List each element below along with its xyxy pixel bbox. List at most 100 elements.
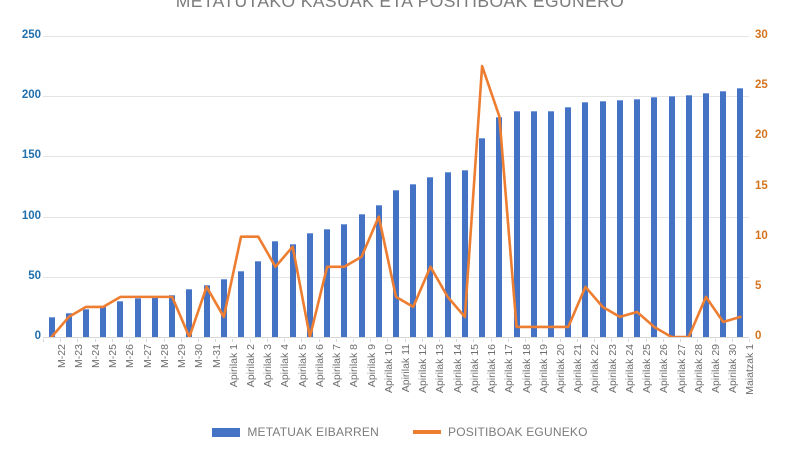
- gridline: [43, 337, 749, 338]
- x-axis-tick: [594, 339, 596, 342]
- x-axis-tick-label: Apirilak 14: [451, 344, 464, 394]
- bar[interactable]: [461, 169, 468, 337]
- x-axis-tick: [94, 339, 96, 342]
- x-axis-tick-label: Apirilak 12: [417, 344, 430, 394]
- x-axis-tick-label: M-31: [210, 344, 223, 368]
- bar[interactable]: [668, 96, 675, 337]
- bar[interactable]: [375, 204, 382, 337]
- x-axis-tick: [318, 339, 320, 342]
- x-axis-tick: [439, 339, 441, 342]
- x-axis-tick-label: Apirilak 29: [709, 344, 722, 394]
- x-axis-tick-label: M-26: [124, 344, 137, 368]
- bar[interactable]: [410, 184, 417, 337]
- bar[interactable]: [289, 244, 296, 337]
- bar[interactable]: [117, 300, 124, 337]
- bar[interactable]: [48, 316, 55, 337]
- x-axis-tick: [404, 339, 406, 342]
- gridline: [43, 96, 749, 98]
- left-axis-tick-label: 50: [28, 269, 41, 282]
- x-axis-tick-label: Apirilak 4: [279, 344, 292, 388]
- bar[interactable]: [479, 138, 486, 337]
- bar[interactable]: [685, 95, 692, 337]
- bar[interactable]: [737, 87, 744, 337]
- x-axis-tick: [163, 339, 165, 342]
- x-axis-tick: [559, 339, 561, 342]
- bar[interactable]: [565, 107, 572, 337]
- bar[interactable]: [324, 228, 331, 337]
- legend-item-metatuak-eibarren[interactable]: METATUAK EIBARREN: [212, 425, 379, 439]
- line-series-positiboak-eguneko: [43, 36, 749, 337]
- x-axis-tick-label: M-23: [72, 344, 85, 368]
- bar[interactable]: [358, 214, 365, 337]
- x-axis-tick: [146, 339, 148, 342]
- bar[interactable]: [530, 110, 537, 337]
- bar[interactable]: [393, 190, 399, 337]
- x-axis-tick-label: M-28: [158, 344, 171, 368]
- x-axis-tick-label: Apirilak 23: [606, 344, 619, 394]
- x-axis-tick-label: Apirilak 22: [589, 344, 602, 394]
- bar[interactable]: [720, 91, 727, 337]
- bar[interactable]: [272, 240, 279, 337]
- x-axis-tick-label: M-29: [176, 344, 189, 368]
- x-axis-tick: [714, 339, 716, 342]
- bar[interactable]: [134, 298, 141, 337]
- left-axis-tick-label: 200: [21, 89, 41, 102]
- bar[interactable]: [169, 294, 176, 337]
- right-axis-tick-label: 5: [755, 279, 762, 292]
- x-axis-tick-label: Apirilak 2: [245, 344, 258, 388]
- right-axis-tick-label: 25: [755, 79, 768, 92]
- bar[interactable]: [238, 270, 245, 337]
- bar[interactable]: [582, 102, 589, 337]
- chart-title: METATUTAKO KASUAK ETA POSITIBOAK EGUNERO: [175, 0, 625, 11]
- bar[interactable]: [186, 288, 193, 337]
- x-axis-tick-label: Apirilak 7: [331, 344, 344, 388]
- bar[interactable]: [616, 99, 623, 337]
- x-axis-tick: [662, 339, 664, 342]
- bar-series-metatuak-eibarren: [43, 36, 749, 337]
- x-axis-tick: [525, 339, 527, 342]
- x-axis-labels: M-22 M-23 M-24 M-25 M-26 M-27 M-28 M-29 M-30 M-31…: [43, 339, 756, 419]
- x-axis-tick: [628, 339, 630, 342]
- legend-label-metatuak-eibarren: METATUAK EIBARREN: [247, 425, 379, 439]
- x-axis-tick-label: Apirilak 21: [572, 344, 585, 394]
- bar[interactable]: [651, 97, 658, 337]
- x-axis-tick: [77, 339, 79, 342]
- x-axis-tick: [180, 339, 182, 342]
- x-axis-tick: [352, 339, 354, 342]
- bar[interactable]: [65, 312, 72, 337]
- legend-item-positiboak-eguneko[interactable]: POSITIBOAK EGUNEKO: [413, 425, 588, 439]
- x-axis-tick-label: Apirilak 10: [382, 344, 395, 394]
- x-axis-tick: [645, 339, 647, 342]
- x-axis-tick: [215, 339, 217, 342]
- x-axis-tick-label: Apirilak 28: [692, 344, 705, 394]
- x-axis-tick-label: M-22: [55, 344, 68, 368]
- bar[interactable]: [634, 98, 641, 337]
- bar[interactable]: [306, 233, 313, 337]
- legend-line-swatch-icon: [413, 430, 441, 434]
- bar[interactable]: [702, 92, 709, 337]
- bar[interactable]: [599, 101, 606, 337]
- x-axis-tick-label: Apirilak 1: [227, 344, 240, 388]
- bar[interactable]: [444, 172, 451, 337]
- x-axis-tick-label: M-25: [107, 344, 120, 368]
- chart-legend: METATUAK EIBARREN POSITIBOAK EGUNEKO: [0, 425, 800, 439]
- bar[interactable]: [255, 261, 262, 337]
- x-axis-tick: [456, 339, 458, 342]
- bar[interactable]: [83, 309, 90, 337]
- x-axis-tick-label: Apirilak 16: [486, 344, 499, 394]
- left-axis-tick-label: 100: [21, 209, 41, 222]
- x-axis-tick: [697, 339, 699, 342]
- bar[interactable]: [513, 110, 520, 337]
- left-axis-tick-label: 250: [21, 29, 41, 41]
- x-axis-tick: [266, 339, 268, 342]
- x-axis-tick: [111, 339, 113, 342]
- x-axis-tick: [335, 339, 337, 342]
- bar[interactable]: [341, 223, 348, 337]
- bar[interactable]: [427, 176, 434, 337]
- x-axis-tick: [611, 339, 613, 342]
- bar[interactable]: [220, 279, 227, 337]
- x-axis-tick: [232, 339, 234, 342]
- bar[interactable]: [547, 110, 554, 337]
- x-axis-tick: [284, 339, 286, 342]
